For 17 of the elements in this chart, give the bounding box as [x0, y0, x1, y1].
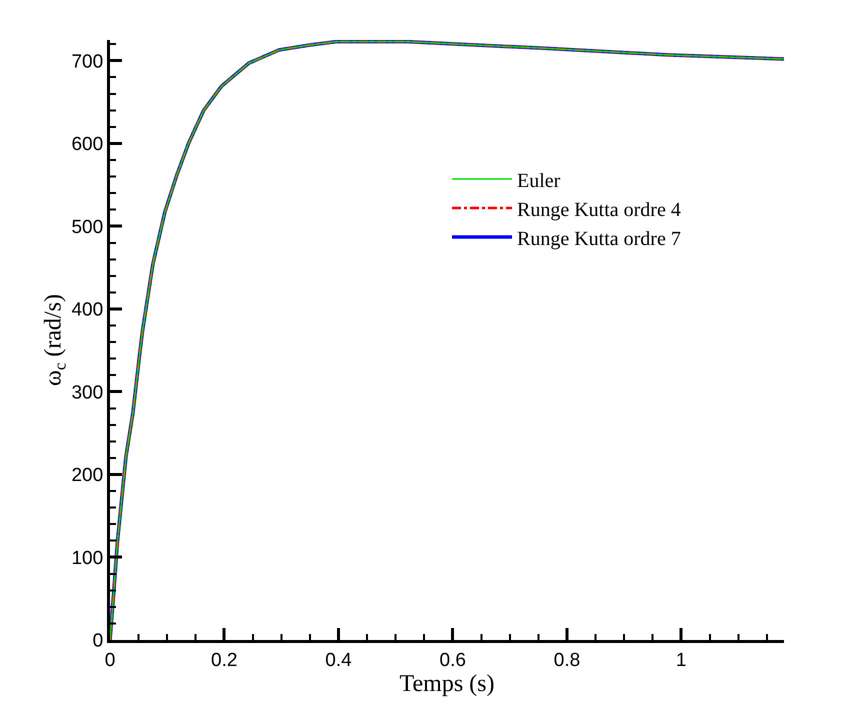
legend-label: Runge Kutta ordre 4 — [517, 198, 681, 221]
y-tick-label: 400 — [71, 300, 104, 321]
x-axis-title: Temps (s) — [400, 670, 494, 697]
y-tick-label: 700 — [71, 51, 104, 72]
x-tick-label: 0.6 — [440, 650, 466, 671]
y-tick-label: 100 — [71, 548, 104, 569]
x-tick-label: 0.8 — [554, 650, 580, 671]
x-tick-label: 0.4 — [325, 650, 352, 671]
y-tick-label: 600 — [71, 134, 104, 156]
x-tick-label: 0.2 — [211, 650, 238, 671]
legend-label: Euler — [517, 170, 561, 192]
y-tick-label: 300 — [71, 382, 104, 404]
legend-label: Runge Kutta ordre 7 — [517, 228, 681, 250]
y-tick-label: 0 — [92, 630, 104, 652]
y-tick-label: 200 — [71, 465, 104, 486]
x-tick-label: 1 — [676, 650, 686, 671]
y-tick-label: 500 — [71, 216, 104, 238]
